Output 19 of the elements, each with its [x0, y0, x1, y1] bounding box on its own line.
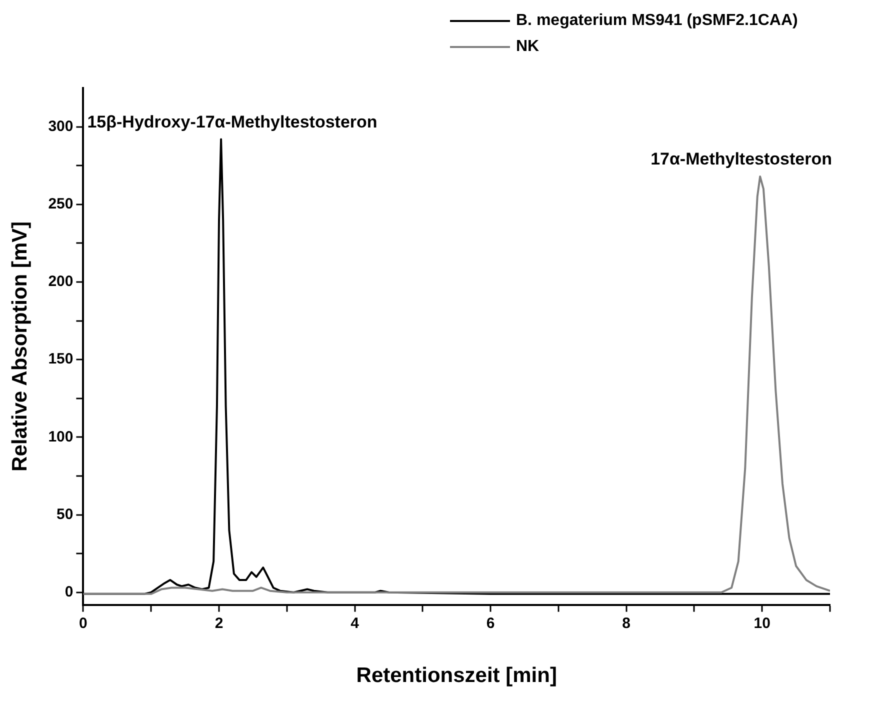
annotation: 17α-Methyltestosteron: [650, 150, 832, 169]
y-tick-label: 200: [48, 273, 74, 290]
legend-label: NK: [516, 38, 540, 56]
y-tick-label: 100: [48, 428, 74, 446]
y-tick-label: 0: [64, 584, 74, 601]
x-tick-label: 0: [79, 614, 88, 632]
x-tick-label: 10: [754, 614, 770, 632]
x-axis-title: Retentionszeit [min]: [356, 664, 557, 688]
y-axis-title: Relative Absorption [mV]: [8, 221, 32, 472]
x-tick-label: 4: [350, 614, 360, 632]
y-tick-label: 50: [56, 506, 74, 523]
y-tick-label: 150: [48, 350, 74, 368]
y-tick-label: 300: [48, 118, 74, 135]
x-tick-label: 6: [486, 614, 495, 632]
annotation: 15β-Hydroxy-17α-Methyltestosteron: [87, 112, 378, 132]
x-tick-label: 2: [214, 614, 224, 632]
y-tick-label: 250: [48, 196, 74, 213]
legend-label: B. megaterium MS941 (pSMF2.1CAA): [516, 12, 798, 30]
x-tick-label: 8: [622, 614, 631, 632]
